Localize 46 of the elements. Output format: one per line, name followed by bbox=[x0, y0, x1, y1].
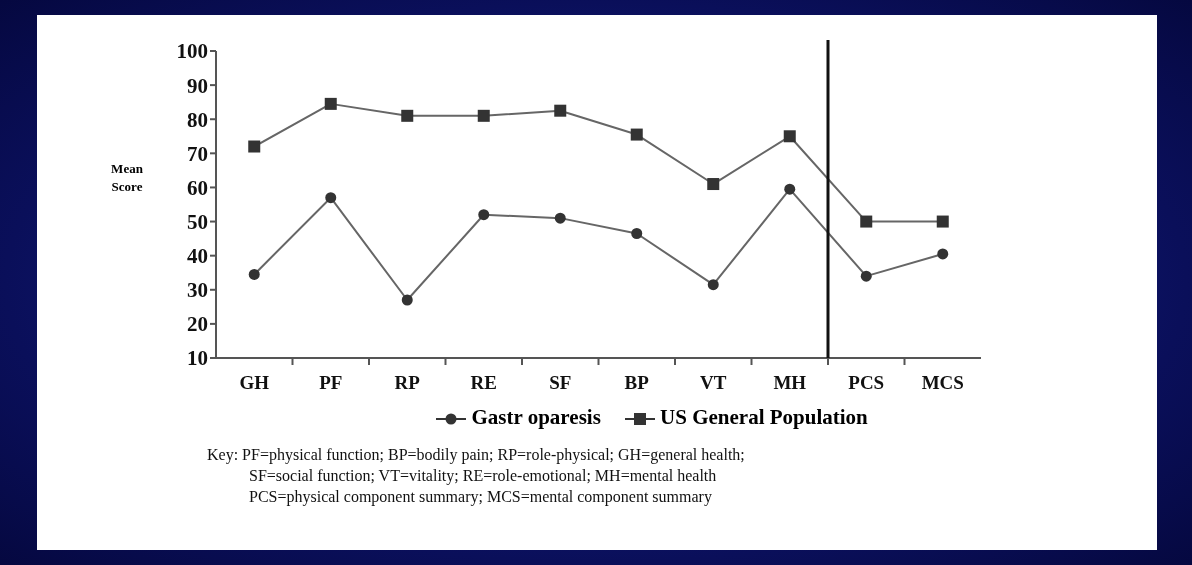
y-tick-label: 40 bbox=[187, 244, 208, 269]
x-tick-label: VT bbox=[700, 372, 727, 394]
x-tick-label: RP bbox=[394, 372, 421, 394]
y-tick-label: 100 bbox=[176, 39, 208, 64]
point bbox=[478, 209, 490, 221]
point bbox=[554, 104, 567, 117]
x-tick-label: PF bbox=[319, 372, 343, 394]
legend-label: Gastr oparesis bbox=[470, 405, 601, 430]
x-tick-label: MCS bbox=[921, 372, 964, 394]
point bbox=[707, 178, 720, 191]
point bbox=[630, 128, 643, 141]
point bbox=[325, 192, 337, 204]
legend-label: US General Population bbox=[659, 405, 868, 430]
point bbox=[554, 212, 566, 224]
point bbox=[783, 130, 796, 143]
y-tick-label: 50 bbox=[187, 210, 208, 235]
point bbox=[707, 279, 719, 291]
point bbox=[936, 215, 949, 228]
point bbox=[324, 97, 337, 110]
point bbox=[784, 183, 796, 195]
text: PCS=physical component summary; MCS=mental component summary bbox=[248, 487, 713, 507]
text: SF=social function; VT=vitality; RE=role-emotional; MH=mental health bbox=[248, 466, 718, 486]
x-tick-label: MH bbox=[773, 372, 807, 394]
y-axis-title: Mean Score bbox=[110, 160, 144, 196]
point bbox=[860, 270, 872, 282]
x-tick-label: RE bbox=[470, 372, 497, 394]
point bbox=[937, 248, 949, 260]
y-tick-label: 90 bbox=[187, 73, 208, 98]
y-tick-label: 70 bbox=[187, 141, 208, 166]
point bbox=[248, 268, 260, 280]
point bbox=[401, 294, 413, 306]
x-tick-label: SF bbox=[549, 372, 572, 394]
point bbox=[401, 109, 414, 122]
point bbox=[860, 215, 873, 228]
y-tick-label: 20 bbox=[187, 312, 208, 337]
y-tick-label: 10 bbox=[187, 346, 208, 371]
x-tick-label: BP bbox=[624, 372, 650, 394]
y-tick-label: 80 bbox=[187, 107, 208, 132]
x-tick-label: PCS bbox=[848, 372, 885, 394]
y-tick-label: 60 bbox=[187, 175, 208, 200]
point bbox=[477, 109, 490, 122]
x-tick-label: GH bbox=[239, 372, 270, 394]
text: Key: PF=physical function; BP=bodily pain; RP=role-physical; GH=general health; bbox=[207, 445, 746, 465]
point bbox=[631, 227, 643, 239]
point bbox=[248, 140, 261, 153]
y-tick-label: 30 bbox=[187, 278, 208, 303]
